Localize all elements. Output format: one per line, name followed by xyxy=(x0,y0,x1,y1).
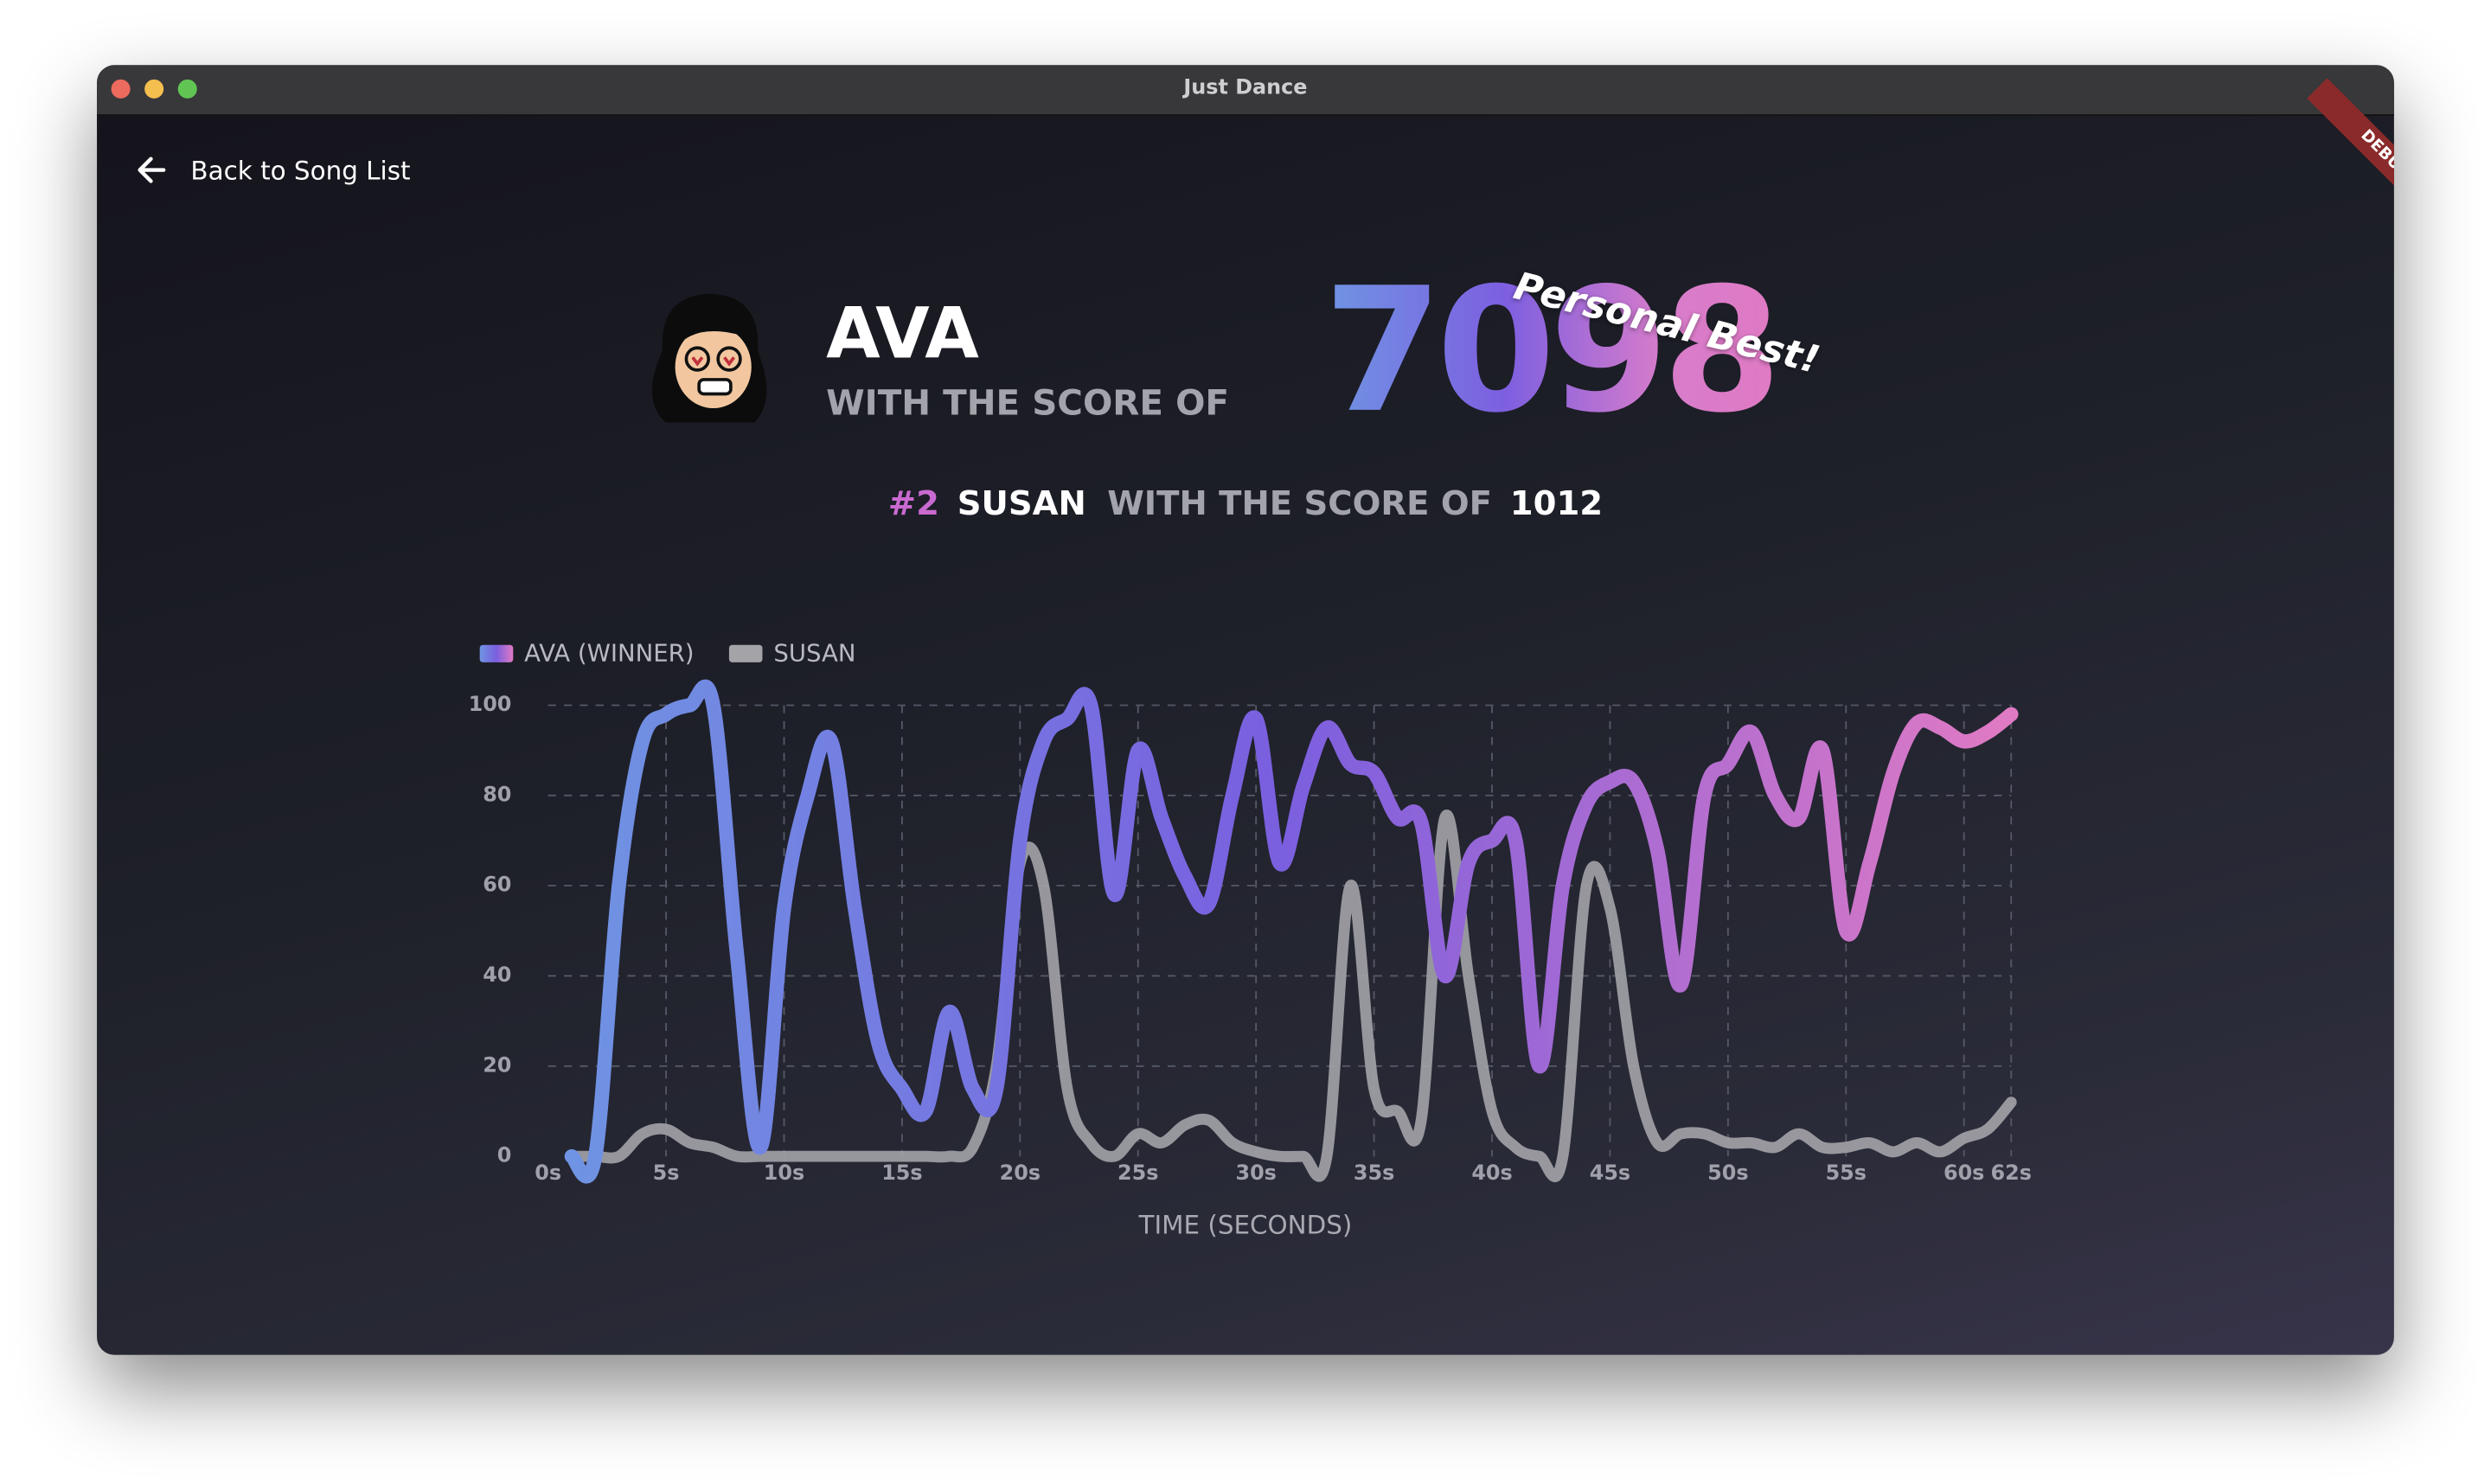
runner-up-line: #2 SUSAN WITH THE SCORE OF 1012 xyxy=(97,484,2394,522)
x-tick-label: 62s xyxy=(1991,1161,2032,1185)
y-tick-label: 40 xyxy=(483,963,511,987)
data-line xyxy=(564,679,2019,1184)
zoom-button[interactable] xyxy=(177,79,197,99)
avatar xyxy=(651,293,767,423)
runner-up-score: 1012 xyxy=(1509,484,1604,523)
legend-label: AVA (WINNER) xyxy=(524,640,694,668)
data-line xyxy=(566,809,2017,1183)
y-tick-label: 100 xyxy=(469,692,512,716)
x-tick-label: 10s xyxy=(764,1161,804,1185)
x-tick-label: 0s xyxy=(535,1161,561,1185)
back-button[interactable]: Back to Song List xyxy=(135,152,411,187)
legend-swatch xyxy=(479,644,514,662)
close-button[interactable] xyxy=(111,79,131,99)
title-bar: Just Dance xyxy=(97,65,2394,117)
y-tick-label: 60 xyxy=(483,873,511,897)
x-tick-label: 55s xyxy=(1826,1161,1867,1185)
runner-up-rank: #2 xyxy=(887,484,939,523)
legend-label: SUSAN xyxy=(773,640,855,668)
x-tick-label: 30s xyxy=(1235,1161,1276,1185)
x-tick-label: 20s xyxy=(1000,1161,1041,1185)
x-tick-label: 40s xyxy=(1471,1161,1512,1185)
runner-up-subtitle: WITH THE SCORE OF xyxy=(1107,484,1493,523)
x-axis-label: TIME (SECONDS) xyxy=(1138,1210,1353,1239)
x-tick-label: 25s xyxy=(1117,1161,1158,1185)
x-tick-label: 45s xyxy=(1590,1161,1630,1185)
winner-subtitle: WITH THE SCORE OF xyxy=(826,384,1230,425)
x-tick-label: 5s xyxy=(653,1161,680,1185)
minimize-button[interactable] xyxy=(144,79,164,99)
y-tick-label: 80 xyxy=(483,782,511,806)
legend-swatch xyxy=(728,644,763,662)
window-title: Just Dance xyxy=(1183,76,1308,100)
runner-up-name: SUSAN xyxy=(957,484,1086,523)
back-label: Back to Song List xyxy=(190,155,411,185)
x-tick-label: 50s xyxy=(1707,1161,1748,1185)
winner-score: 7098 xyxy=(1322,253,1782,451)
x-tick-label: 15s xyxy=(881,1161,922,1185)
y-tick-label: 0 xyxy=(497,1143,512,1167)
y-tick-label: 20 xyxy=(483,1052,511,1077)
x-tick-label: 60s xyxy=(1943,1161,1984,1185)
back-arrow xyxy=(138,157,166,183)
x-tick-label: 35s xyxy=(1354,1161,1394,1185)
winner-name: AVA xyxy=(826,293,979,375)
